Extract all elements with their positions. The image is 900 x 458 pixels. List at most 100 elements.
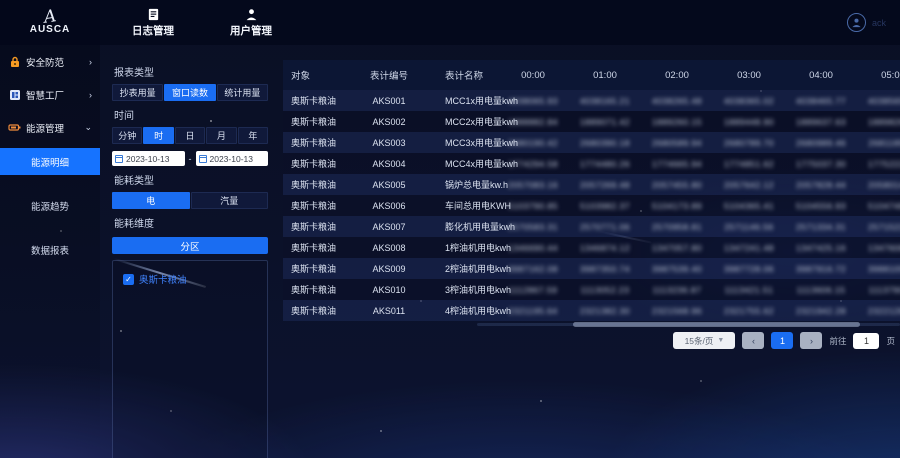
cell-hour-value: 2321195.64 <box>497 306 569 316</box>
tab-meter-usage[interactable]: 抄表用量 <box>112 84 164 101</box>
masked-value: 3988105.38 <box>868 263 900 274</box>
table-row[interactable]: 奥斯卡粮油 AKS002 MCC2x用电量kwh 1888882.84 1889071.… <box>283 111 900 132</box>
nav-user-management[interactable]: 用户管理 <box>216 8 286 38</box>
cell-object: 奥斯卡粮油 <box>291 306 337 316</box>
calendar-icon <box>115 154 123 163</box>
object-tree-panel: ✓ 奥斯卡粮油 <box>112 260 268 458</box>
masked-value: 2321755.62 <box>724 305 774 316</box>
cell-hour-value: 2057269.48 <box>569 180 641 190</box>
time-label: 时间 <box>114 111 134 122</box>
meter-readings-table: 对象 表计编号 表计名称 00:00 01:00 02:00 03:00 04:… <box>283 60 900 321</box>
cell-meter-no: AKS003 <box>372 137 406 148</box>
tab-month[interactable]: 月 <box>206 127 237 144</box>
page-size-select[interactable]: 15条/页 ▼ <box>673 332 736 349</box>
table-row[interactable]: 奥斯卡粮油 AKS008 1榨油机用电kwh 1346690.44 1346874.12… <box>283 237 900 258</box>
cell-hour-value: 1775037.30 <box>785 159 857 169</box>
table-row[interactable]: 奥斯卡粮油 AKS007 膨化机用电量kwh 2570583.31 2570771.06… <box>283 216 900 237</box>
lock-icon <box>8 55 21 68</box>
tab-steam[interactable]: 汽量 <box>190 192 268 209</box>
col-time-03: 03:00 <box>737 69 761 81</box>
scrollbar-thumb[interactable] <box>573 322 860 327</box>
avatar-icon <box>846 13 866 32</box>
cell-hour-value: 4038365.02 <box>713 96 785 106</box>
cell-hour-value: 5104173.89 <box>641 201 713 211</box>
user-icon <box>246 8 256 20</box>
cell-hour-value: 2571334.31 <box>785 222 857 232</box>
table-row[interactable]: 奥斯卡粮油 AKS003 MCC3x用电量kwh 2680190.42 2680390.… <box>283 132 900 153</box>
left-sidebar: 安全防范 › 智慧工厂 › 能源管理 ⌄ 能源明细 能源趋势 数据报表 <box>0 45 100 458</box>
masked-value: 4038265.48 <box>652 95 702 106</box>
page-unit-label: 页 <box>886 335 895 346</box>
cell-hour-value: 4038065.93 <box>497 96 569 106</box>
chevron-right-icon: › <box>89 56 92 67</box>
date-to-input[interactable]: 2023-10-13 <box>195 151 268 166</box>
cell-object: 奥斯卡粮油 <box>291 117 337 127</box>
goto-page-input[interactable] <box>853 332 880 349</box>
table-row[interactable]: 奥斯卡粮油 AKS011 4榨油机用电kwh 2321195.64 2321382.30… <box>283 300 900 321</box>
user-account[interactable]: ack <box>846 13 886 32</box>
app-logo[interactable]: A AUSCA <box>0 0 100 45</box>
table-row[interactable]: 奥斯卡粮油 AKS009 2榨油机用电kwh 3987162.08 3987350.74… <box>283 258 900 279</box>
checkbox-checked-icon[interactable]: ✓ <box>123 273 134 285</box>
cell-hour-value: 1347241.48 <box>713 243 785 253</box>
cell-hour-value: 1889637.63 <box>785 117 857 127</box>
masked-value: 2570771.06 <box>580 221 630 232</box>
cell-hour-value: 3987350.74 <box>569 264 641 274</box>
cell-meter-name: MCC4x用电量kwh <box>445 159 519 169</box>
next-page-button[interactable]: › <box>800 332 823 349</box>
sidebar-subitem-data-report[interactable]: 数据报表 <box>30 245 69 257</box>
tab-stat-usage[interactable]: 统计用量 <box>216 84 268 101</box>
table-row[interactable]: 奥斯卡粮油 AKS006 车间总用电KWH 5103790.85 5103982.37 5… <box>283 195 900 216</box>
cell-hour-value: 4038265.48 <box>641 96 713 106</box>
col-time-00: 00:00 <box>521 69 545 81</box>
table-row[interactable]: 奥斯卡粮油 AKS010 3榨油机用电kwh 1112867.59 1113052.23… <box>283 279 900 300</box>
prev-page-button[interactable]: ‹ <box>742 332 765 349</box>
masked-value: 1774665.94 <box>652 158 702 169</box>
tab-window-reading[interactable]: 窗口读数 <box>164 84 216 101</box>
masked-value: 1889826.37 <box>868 116 900 127</box>
tab-day[interactable]: 日 <box>174 127 206 144</box>
masked-value: 1347608.84 <box>868 242 900 253</box>
masked-value: 2681189.22 <box>868 137 900 148</box>
cell-hour-value: 4038565.10 <box>857 96 900 106</box>
energy-type-label: 能耗类型 <box>114 176 154 187</box>
masked-value: 1347241.48 <box>724 242 774 253</box>
cell-object: 奥斯卡粮油 <box>291 138 337 148</box>
cell-hour-value: 2681189.22 <box>857 138 900 148</box>
date-from-input[interactable]: 2023-10-13 <box>112 151 185 166</box>
tab-electricity[interactable]: 电 <box>112 192 190 209</box>
cell-object: 奥斯卡粮油 <box>291 201 337 211</box>
table-row[interactable]: 奥斯卡粮油 AKS005 锅炉总电量kw.h 2057083.16 2057269.48… <box>283 174 900 195</box>
cell-hour-value: 1889826.37 <box>857 117 900 127</box>
masked-value: 3987728.06 <box>724 263 774 274</box>
cell-hour-value: 1113236.87 <box>641 285 713 295</box>
cell-meter-name: 3榨油机用电kwh <box>445 285 512 295</box>
partition-button[interactable]: 分区 <box>112 237 268 254</box>
nav-log-management[interactable]: 日志管理 <box>118 8 188 38</box>
username: ack <box>871 17 886 28</box>
tab-year[interactable]: 年 <box>237 127 269 144</box>
cell-hour-value: 1112867.59 <box>497 285 569 295</box>
table-row[interactable]: 奥斯卡粮油 AKS004 MCC4x用电量kwh 1774294.58 1774480.… <box>283 153 900 174</box>
cell-hour-value: 2057083.16 <box>497 180 569 190</box>
masked-value: 1113236.87 <box>652 284 702 295</box>
sidebar-subitem-energy-trend[interactable]: 能源趋势 <box>30 201 69 213</box>
masked-value: 2057269.48 <box>580 179 630 190</box>
cell-hour-value: 2321942.28 <box>785 306 857 316</box>
table-row[interactable]: 奥斯卡粮油 AKS001 MCC1x用电量kwh 4038065.93 4038165.… <box>283 90 900 111</box>
sidebar-item-smart-factory[interactable]: 智慧工厂 › <box>0 78 100 111</box>
tab-minute[interactable]: 分钟 <box>112 127 143 144</box>
nav-label: 用户管理 <box>230 24 272 37</box>
sidebar-item-energy-management[interactable]: 能源管理 ⌄ <box>0 111 100 144</box>
chevron-down-icon: ⌄ <box>84 122 92 132</box>
sidebar-item-security[interactable]: 安全防范 › <box>0 45 100 78</box>
cell-hour-value: 3987728.06 <box>713 264 785 274</box>
cell-meter-no: AKS004 <box>372 158 406 169</box>
cell-hour-value: 2571522.06 <box>857 222 900 232</box>
sidebar-subitem-energy-detail[interactable]: 能源明细 <box>0 148 100 175</box>
current-page-button[interactable]: 1 <box>771 332 794 349</box>
masked-value: 1774294.58 <box>508 158 558 169</box>
cell-hour-value: 1347425.16 <box>785 243 857 253</box>
tree-item-oscar[interactable]: ✓ 奥斯卡粮油 <box>123 272 257 286</box>
tab-hour[interactable]: 时 <box>143 127 174 144</box>
